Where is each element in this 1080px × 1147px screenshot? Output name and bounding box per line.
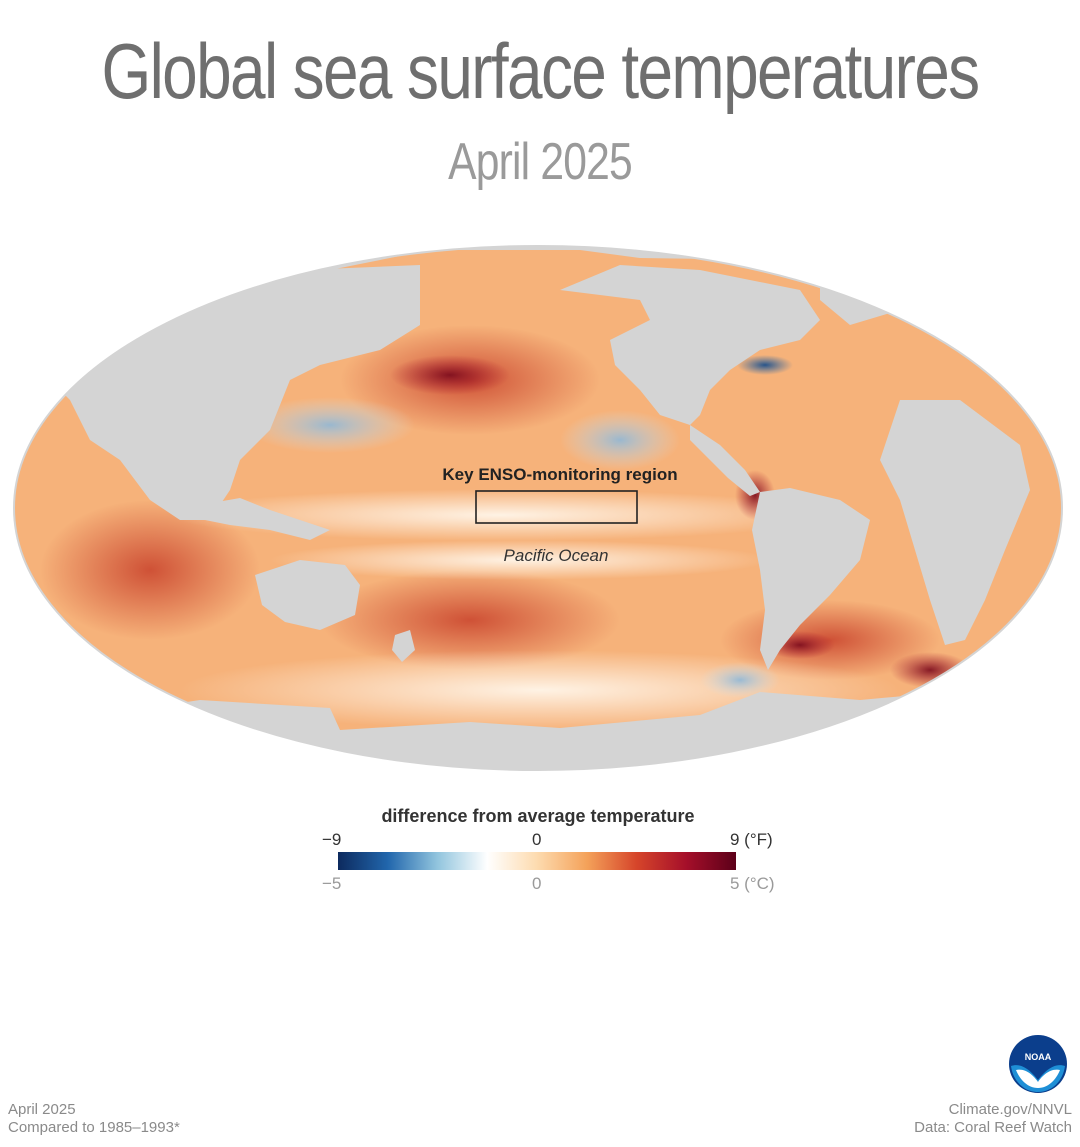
enso-monitoring-box	[475, 490, 638, 524]
legend-f-max: 9 (°F)	[730, 830, 773, 849]
south-america	[752, 488, 870, 670]
north-pacific-hot-anomaly	[390, 355, 510, 395]
legend-title: difference from average temperature	[381, 806, 695, 826]
nw-pacific-cool-anomaly	[245, 397, 415, 453]
footer-credit-link[interactable]: Climate.gov/NNVL	[948, 1101, 1072, 1118]
south-pacific-cool-anomaly	[700, 662, 780, 698]
page-title: Global sea surface temperatures	[101, 27, 980, 115]
legend-f-mid: 0	[532, 830, 542, 849]
sst-anomaly-map	[13, 245, 1063, 771]
pacific-ocean-label: Pacific Ocean	[503, 546, 609, 565]
noaa-logo-icon: NOAA	[1009, 1035, 1067, 1093]
legend-c-min: −5	[322, 874, 342, 893]
legend-c-mid: 0	[532, 874, 542, 893]
globe-outline	[13, 245, 1063, 771]
ne-pacific-cool-anomaly	[560, 410, 680, 470]
logo-text: NOAA	[1025, 1052, 1052, 1062]
enso-region-label: Key ENSO-monitoring region	[442, 465, 678, 484]
north-america	[560, 265, 820, 425]
footer-baseline: Compared to 1985–1993*	[8, 1119, 180, 1136]
page-subtitle: April 2025	[448, 133, 633, 191]
equatorial-pacific-pale-band	[170, 489, 830, 541]
footer-date: April 2025	[8, 1101, 76, 1118]
nw-atlantic-cool-anomaly	[737, 355, 793, 375]
legend-f-min: −9	[322, 830, 342, 849]
indian-ocean-warm-anomaly	[40, 500, 260, 640]
footer-right: Climate.gov/NNVL Data: Coral Reef Watch	[914, 1101, 1072, 1137]
new-zealand	[392, 630, 415, 662]
africa	[880, 400, 1030, 645]
maritime-continent	[200, 498, 330, 540]
central-america	[690, 425, 760, 496]
legend-c-max: 5 (°C)	[730, 874, 775, 893]
footer-left: April 2025 Compared to 1985–1993*	[8, 1101, 180, 1137]
south-pacific-pale-band	[270, 540, 770, 580]
australia	[255, 560, 360, 630]
legend-colorbar	[338, 852, 736, 870]
footer-data-source: Data: Coral Reef Watch	[914, 1119, 1072, 1136]
